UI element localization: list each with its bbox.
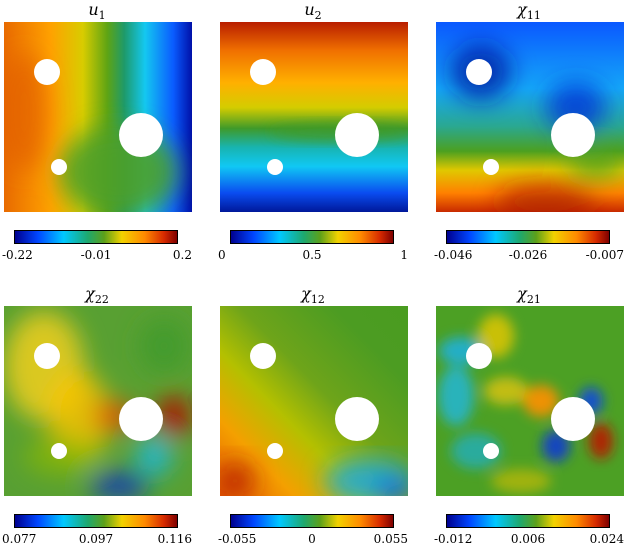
hole: [119, 113, 163, 157]
colorbar-tick-max: 1: [400, 248, 408, 262]
hole: [466, 59, 492, 85]
colorbar-tick-min: -0.055: [218, 532, 257, 546]
colorbar: [230, 230, 394, 244]
panel-title: χ12: [301, 284, 325, 307]
colorbar: [446, 230, 610, 244]
colorbar-tick-mid: 0.097: [78, 532, 114, 546]
hole: [51, 443, 67, 459]
colorbar: [14, 514, 178, 528]
hole: [466, 343, 492, 369]
field-plot-chi21: [436, 306, 624, 496]
hole: [551, 397, 595, 441]
hole: [250, 343, 276, 369]
colorbar-tick-mid: -0.026: [508, 248, 548, 262]
colorbar-tick-mid: -0.01: [80, 248, 112, 262]
colorbar-tick-min: -0.012: [434, 532, 473, 546]
hole: [335, 397, 379, 441]
hole: [250, 59, 276, 85]
panel-title: χ11: [517, 0, 541, 23]
hole: [34, 343, 60, 369]
hole: [267, 443, 283, 459]
colorbar-tick-max: 0.2: [172, 248, 192, 262]
colorbar-tick-mid: 0.5: [302, 248, 322, 262]
hole: [551, 113, 595, 157]
panel-title: χ21: [517, 284, 541, 307]
colorbar-tick-min: -0.22: [2, 248, 33, 262]
colorbar-tick-max: 0.055: [373, 532, 408, 546]
hole: [335, 113, 379, 157]
colorbar-tick-min: -0.046: [434, 248, 473, 262]
colorbar-tick-min: 0.077: [2, 532, 37, 546]
colorbar-tick-max: -0.007: [585, 248, 624, 262]
field-plot-chi22: [4, 306, 192, 496]
hole: [267, 159, 283, 175]
colorbar-tick-min: 0: [218, 248, 226, 262]
hole: [34, 59, 60, 85]
hole: [483, 159, 499, 175]
hole: [51, 159, 67, 175]
panel-title: u2: [304, 0, 322, 23]
colorbar: [230, 514, 394, 528]
field-plot-u1: [4, 22, 192, 212]
colorbar-tick-max: 0.116: [157, 532, 192, 546]
field-plot-chi11: [436, 22, 624, 212]
field-plot-u2: [220, 22, 408, 212]
colorbar-tick-max: 0.024: [589, 532, 624, 546]
hole: [483, 443, 499, 459]
hole: [119, 397, 163, 441]
panel-title: u1: [88, 0, 106, 23]
colorbar: [14, 230, 178, 244]
colorbar-tick-mid: 0.006: [510, 532, 546, 546]
colorbar: [446, 514, 610, 528]
panel-title: χ22: [85, 284, 109, 307]
field-plot-chi12: [220, 306, 408, 496]
colorbar-tick-mid: 0: [308, 532, 316, 546]
